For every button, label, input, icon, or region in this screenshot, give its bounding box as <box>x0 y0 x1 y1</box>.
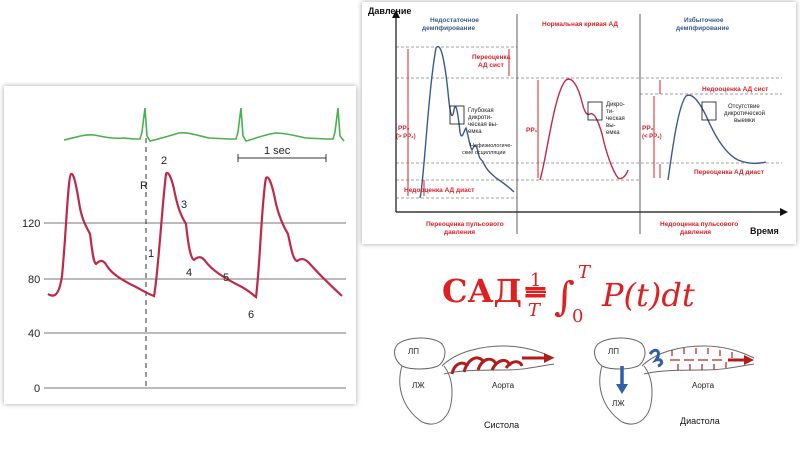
y-axis-arrow-icon <box>392 10 400 18</box>
label-pp1: PP₁ <box>526 127 538 134</box>
arterial-waveform-panel: 120 80 40 0 1 sec R 2 3 1 4 5 6 <box>4 86 356 404</box>
x-axis-label: Время <box>750 226 779 236</box>
diastole-aorta <box>641 345 755 375</box>
diastole-diagram: ЛП ЛЖ Аорта Диастола <box>594 337 755 426</box>
diastole-caption: Диастола <box>680 416 720 426</box>
point-label: 1 <box>148 248 154 260</box>
diastole-lzh-label: ЛЖ <box>612 399 625 408</box>
diastole-ventricle <box>599 365 653 425</box>
notch-box <box>587 101 603 121</box>
r-wave-label: R <box>140 180 148 192</box>
formula-upper-limit: T <box>578 262 592 283</box>
systole-diagram: ЛП ЛЖ Аорта Систола <box>394 337 555 430</box>
formula-fraction-numerator: 1 <box>530 270 541 291</box>
diastole-aorta-label: Аорта <box>692 381 715 390</box>
label-deep-notch: Глубокая дикроти-ческая вы-емка <box>468 108 498 135</box>
notch-box <box>449 105 465 125</box>
label-pulse-overestimate: Переоценка пульсового давления <box>426 221 504 236</box>
integral-sign-icon: ∫ <box>554 274 575 320</box>
flow-arrow-icon <box>476 357 498 371</box>
ventricle-fill-arrow-head-icon <box>616 384 628 394</box>
x-axis-arrow-icon <box>780 208 788 216</box>
flow-arrow-head-icon <box>744 355 754 365</box>
systole-lzh-label: ЛЖ <box>412 381 425 390</box>
systole-atrium <box>394 337 446 370</box>
diastole-lp-label: ЛП <box>608 347 619 356</box>
ecg-trace <box>63 107 345 142</box>
section-title-over: Избыточное демпфирование <box>676 16 729 32</box>
damping-comparison-svg: Давление Время Недостаточное демпфировани… <box>368 6 788 236</box>
label-dia-overestimate: Переоценка АД диаст <box>694 169 764 176</box>
formula-lower-limit: 0 <box>572 306 583 326</box>
label-pp2-right-sub: (< PP₁) <box>642 134 662 140</box>
label-sys-overestimate: Переоценка АД сист <box>472 54 511 69</box>
systole-ventricle <box>399 365 453 425</box>
y-tick-label: 40 <box>28 328 40 340</box>
systole-lp-label: ЛП <box>408 347 419 356</box>
label-nonphysio: Нефизиологиче-ские осцилляции <box>462 143 512 156</box>
label-dia-underestimate-left: Недооценка АД диаст <box>404 187 475 194</box>
label-pp2-left-sub: (> PP₁) <box>396 134 416 140</box>
point-label: 6 <box>248 309 254 321</box>
arterial-waveform-svg: 120 80 40 0 1 sec R 2 3 1 4 5 6 <box>22 107 346 395</box>
time-scale-label: 1 sec <box>264 145 291 157</box>
label-pp2-left: PP₂ <box>398 125 410 132</box>
map-formula: САД= 1 T ∫ T 0 P(t)dt <box>442 256 762 327</box>
point-label: 5 <box>223 272 229 284</box>
y-tick-label: 120 <box>22 218 40 230</box>
valve-closure-icon <box>648 348 664 368</box>
notch-box <box>701 101 717 121</box>
point-label: 3 <box>181 199 187 211</box>
formula-rhs: P(t)dt <box>601 276 695 314</box>
y-tick-label: 80 <box>28 274 40 286</box>
section-title-under: Недостаточное демпфирование <box>422 17 479 32</box>
y-axis-label: Давление <box>368 6 411 16</box>
label-pulse-underestimate: Недооценка пульсового давления <box>660 221 738 236</box>
label-sys-underestimate: Недооценка АД сист <box>702 86 768 93</box>
underdamped-curve <box>419 45 515 199</box>
section-title-normal: Нормальная кривая АД <box>542 21 618 28</box>
y-tick-label: 0 <box>34 383 40 395</box>
formula-fraction-denominator: T <box>528 300 542 321</box>
label-no-notch: Отсутствие дикротической выемки <box>724 104 765 124</box>
flow-arrow-icon <box>504 360 524 369</box>
damping-comparison-panel: Давление Время Недостаточное демпфировани… <box>362 2 796 244</box>
flow-diagrams: ЛП ЛЖ Аорта Систола <box>380 330 800 445</box>
normal-curve <box>539 78 629 181</box>
systole-aorta <box>441 345 555 375</box>
flow-arrow-head-icon <box>544 353 554 363</box>
arterial-pressure-trace <box>47 171 343 300</box>
diastole-atrium <box>594 337 646 370</box>
map-formula-svg: САД= 1 T ∫ T 0 P(t)dt <box>442 262 695 327</box>
systole-caption: Систола <box>484 420 519 430</box>
flow-diagrams-svg: ЛП ЛЖ Аорта Систола <box>394 337 755 430</box>
label-pp2-right: PP₂ <box>642 125 654 132</box>
systole-aorta-label: Аорта <box>492 381 515 390</box>
point-label: 2 <box>161 155 167 167</box>
label-dicrotic: Дикро-ти-ческая вы-емка <box>606 102 625 136</box>
pressure-arrows-icon <box>670 348 733 370</box>
point-label: 4 <box>186 267 192 279</box>
